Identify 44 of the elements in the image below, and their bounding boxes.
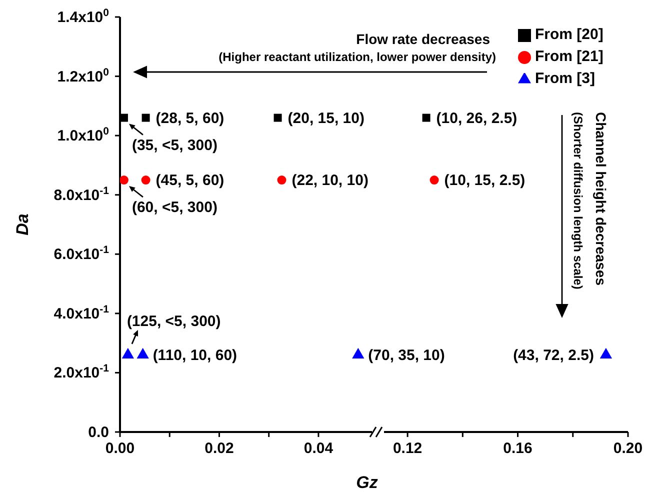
legend-label: From [20] <box>535 26 604 43</box>
annotation: (Shorter diffusion length scale) <box>571 112 585 290</box>
annotation: (60, <5, 300) <box>132 199 218 216</box>
point <box>274 114 282 122</box>
annotation: Flow rate decreases <box>356 31 490 47</box>
legend-label: From [21] <box>535 48 604 65</box>
point <box>141 176 150 185</box>
y-tick-label: 1.2x10$^{0}$ <box>57 66 110 86</box>
y-axis-title: Da <box>13 214 32 236</box>
x-axis-title: Gz <box>356 473 378 492</box>
annotation: (Higher reactant utilization, lower power density) <box>218 50 496 64</box>
annotation: (20, 15, 10) <box>288 110 364 127</box>
y-tick-label: 1.0x10$^{0}$ <box>57 126 110 145</box>
annotation: (110, 10, 60) <box>152 346 238 364</box>
y-tick-label: 0.0 <box>88 424 109 441</box>
point <box>136 348 149 358</box>
point <box>352 348 364 358</box>
point <box>120 176 128 185</box>
annotation: Channel height decreases <box>593 112 609 286</box>
annotation: (125, <5, 300) <box>126 312 221 330</box>
point <box>142 114 150 122</box>
x-tick-label: 0.04 <box>304 440 334 457</box>
x-tick-label: 0.20 <box>613 440 643 457</box>
annotation: (35, <5, 300) <box>132 136 218 154</box>
x-tick-label: 0.16 <box>503 440 532 457</box>
annotation: (22, 10, 10) <box>292 172 368 190</box>
point <box>277 176 286 185</box>
x-tick-label: 0.00 <box>105 440 135 457</box>
point <box>120 114 128 122</box>
y-tick-label: 2.0x10$^{-1}$ <box>54 362 110 382</box>
annotation: (28, 5, 60) <box>156 110 224 127</box>
x-tick-label: 0.12 <box>392 440 422 457</box>
x-tick-label: 0.02 <box>204 440 234 457</box>
y-tick-label: 1.4x10$^{0}$ <box>57 7 110 26</box>
annotation: (43, 72, 2.5) <box>513 346 594 364</box>
y-tick-label: 4.0x10$^{-1}$ <box>54 303 110 322</box>
legend-label: From [3] <box>535 70 595 87</box>
y-tick-label: 8.0x10$^{-1}$ <box>54 184 110 204</box>
annotation: (70, 35, 10) <box>368 346 445 364</box>
annotation: (45, 5, 60) <box>156 172 224 190</box>
annotation: (10, 15, 2.5) <box>444 172 526 190</box>
y-tick-label: 6.0x10$^{-1}$ <box>54 244 110 264</box>
annotation: (10, 26, 2.5) <box>436 110 518 127</box>
point <box>122 348 134 358</box>
